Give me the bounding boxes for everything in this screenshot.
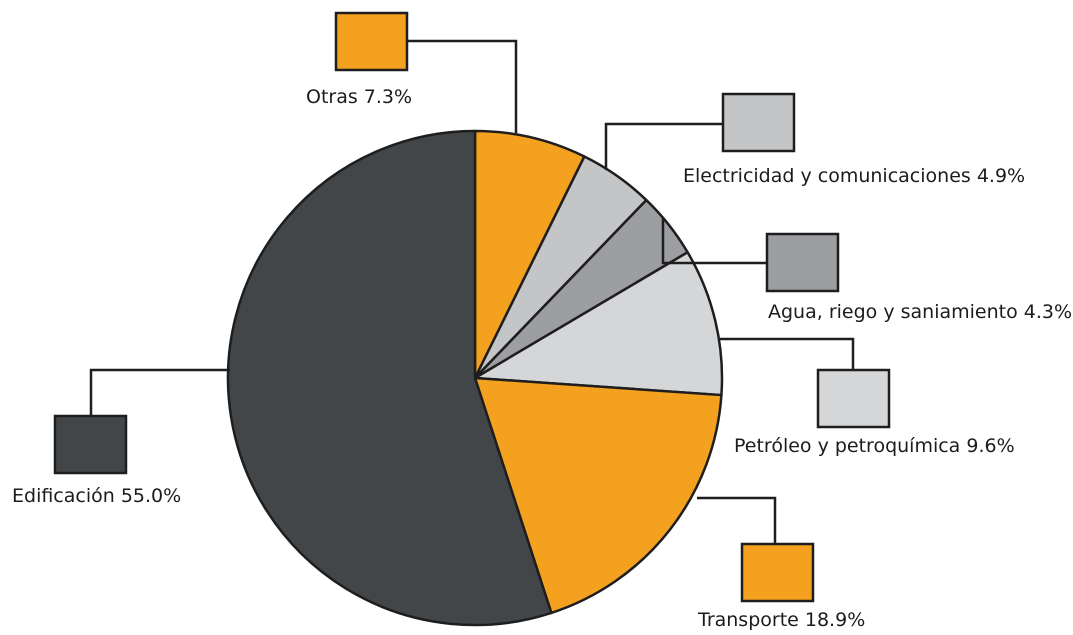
legend-box-electricidad: [721, 92, 796, 153]
label-transporte: Transporte 18.9%: [697, 609, 865, 631]
slice-otras: [473, 129, 586, 380]
legend-box-transporte: [740, 542, 815, 603]
label-edificacion: Edificación 55.0%: [12, 485, 181, 507]
leader-line-petroleo: [718, 337, 855, 370]
leader-lines: [89, 39, 855, 544]
leader-line-edificacion: [89, 368, 230, 416]
leader-line-otras: [407, 39, 518, 133]
pie-slices: [226, 129, 724, 627]
legend-box-agua: [765, 232, 840, 293]
leader-line-transporte: [697, 496, 777, 544]
legend-boxes: [53, 11, 891, 603]
label-otras: Otras 7.3%: [306, 86, 412, 108]
label-electricidad: Electricidad y comunicaciones 4.9%: [683, 165, 1025, 187]
slice-transporte: [473, 376, 723, 615]
legend-box-petroleo: [816, 368, 891, 429]
leader-line-agua: [661, 218, 767, 265]
slice-labels: Otras 7.3% Electricidad y comunicaciones…: [12, 86, 1072, 631]
label-agua: Agua, riego y saniamiento 4.3%: [768, 301, 1072, 323]
legend-box-edificacion: [53, 414, 128, 475]
label-petroleo: Petróleo y petroquímica 9.6%: [734, 435, 1015, 457]
slice-edificacion: [226, 129, 553, 627]
leader-line-electricidad: [604, 122, 723, 170]
slice-petroleo: [473, 251, 724, 397]
legend-box-otras: [334, 11, 409, 72]
